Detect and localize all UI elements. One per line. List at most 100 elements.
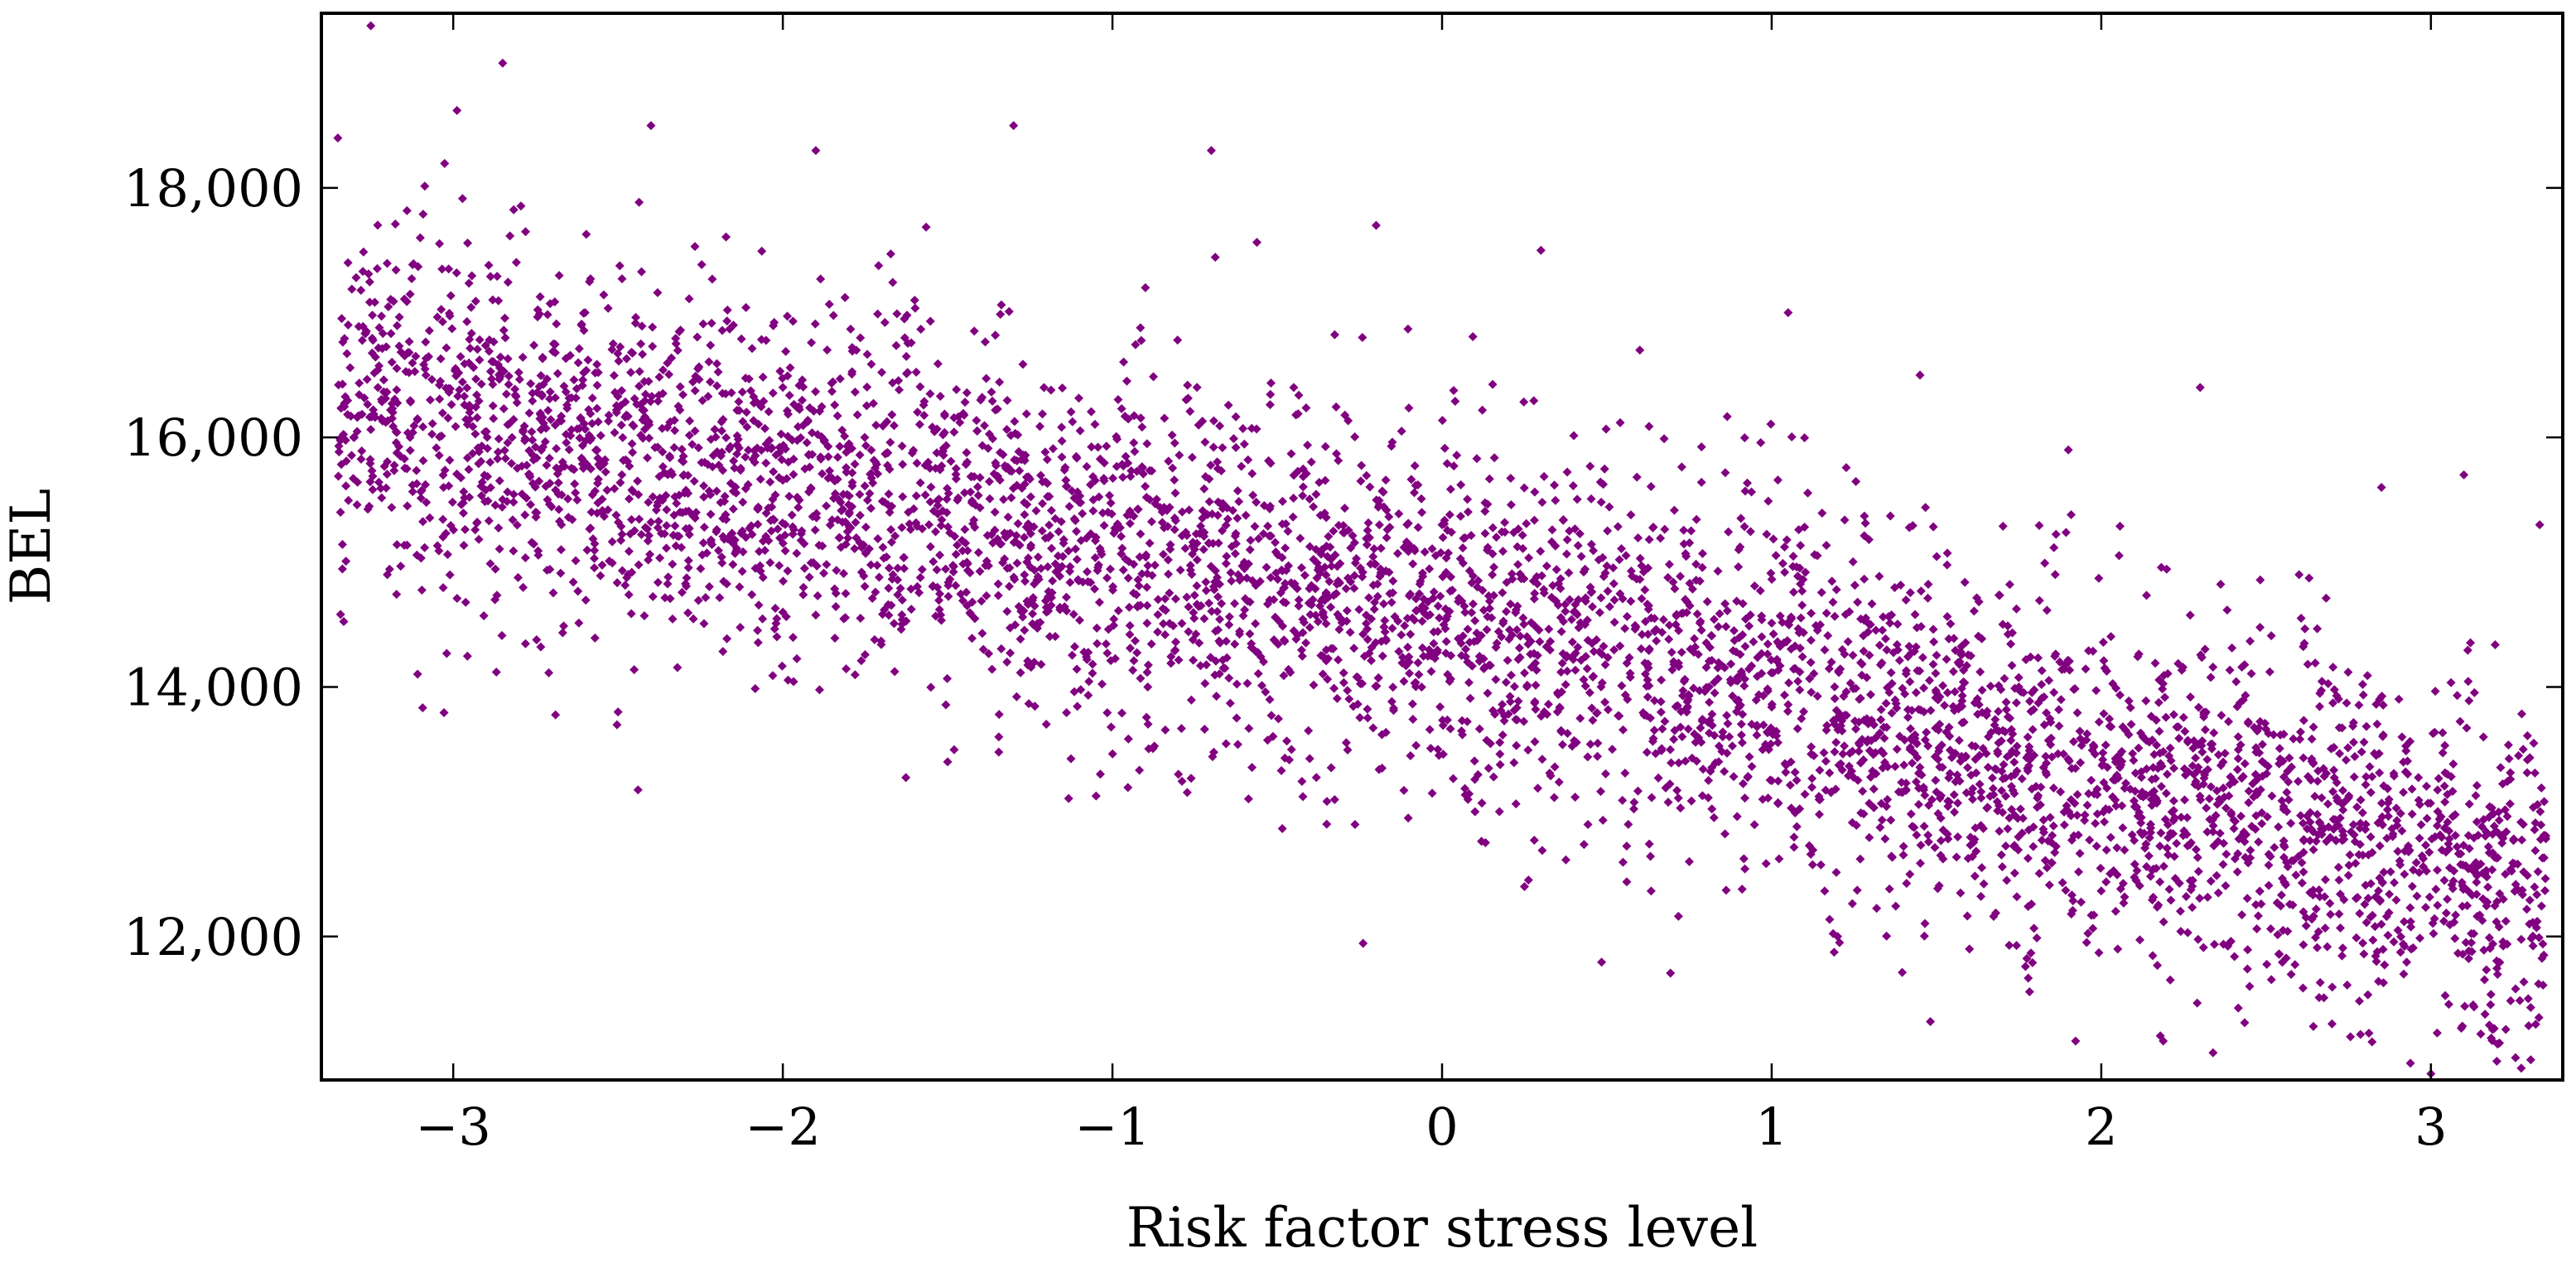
data-point [466,302,476,312]
data-point [1243,455,1253,465]
data-point [2037,666,2047,676]
data-point [418,210,428,219]
data-point [2172,838,2182,848]
data-point [587,393,597,403]
data-point [2267,791,2277,801]
data-point [2204,793,2214,803]
data-point [554,504,564,514]
data-point [2525,919,2535,929]
data-point [2357,679,2367,689]
data-point [1123,783,1133,793]
data-point [1298,628,1308,638]
data-point [2151,716,2161,726]
data-point [2214,794,2224,804]
data-point [1213,606,1223,616]
data-point [2489,822,2499,832]
data-point [912,458,922,468]
data-point [1191,629,1201,639]
data-point [1855,694,1864,704]
data-point [472,345,482,354]
data-point [1024,699,1034,709]
data-point [1170,516,1180,526]
data-point [493,454,503,464]
data-point [1687,753,1697,763]
data-point [1739,522,1749,532]
data-point [2051,529,2061,539]
data-point [1397,653,1407,663]
data-point [1690,634,1700,644]
data-point [1918,653,1927,663]
data-point [1598,552,1608,562]
data-point [527,427,537,436]
data-point [1143,660,1153,670]
data-point [837,506,847,516]
data-point [1878,612,1888,622]
data-point [2469,687,2479,697]
data-point [1828,597,1838,607]
data-point [993,591,1003,600]
data-point [1763,793,1773,803]
data-point [2328,787,2338,797]
data-point [1949,634,1959,644]
data-point [359,247,369,257]
data-point [1403,324,1413,334]
data-point [903,368,913,378]
data-point [1726,659,1736,669]
data-point [1847,899,1857,909]
data-point [2193,740,2203,750]
data-point [2375,841,2385,851]
data-point [1801,567,1811,577]
data-point [949,427,959,437]
data-point [2064,756,2074,766]
data-point [2050,847,2060,857]
data-point [1182,530,1192,540]
data-point [926,682,936,692]
data-point [1653,773,1663,783]
data-point [2055,657,2065,667]
data-point [2135,807,2144,817]
data-point [1643,563,1653,573]
data-point [1512,740,1522,750]
data-point [2472,817,2482,827]
data-point [1131,636,1141,646]
data-point [1887,851,1897,861]
data-point [1701,663,1711,672]
data-point [728,560,738,570]
data-point [1788,587,1798,597]
data-point [1201,586,1211,595]
data-point [2307,756,2317,766]
data-point [1695,576,1705,586]
data-point [1346,576,1356,586]
data-point [2024,761,2034,771]
data-point [2328,814,2338,824]
data-point [1117,403,1126,413]
data-point [596,431,605,441]
data-point [772,632,782,642]
data-point [1464,566,1474,576]
data-point [1189,614,1199,624]
data-point [1340,504,1350,513]
data-point [1996,736,2006,746]
data-point [610,484,620,494]
data-point [765,477,775,487]
data-point [463,238,473,248]
data-point [2449,866,2459,876]
data-point [1406,475,1416,484]
data-point [1376,543,1386,553]
data-point [1044,491,1054,501]
data-point [1158,549,1168,559]
data-point [357,446,367,456]
data-point [1562,666,1572,676]
data-point [1585,687,1594,697]
data-point [2414,773,2424,783]
data-point [1297,651,1307,661]
data-point [2073,830,2083,840]
data-point [1846,766,1856,776]
data-point [347,284,357,294]
data-point [769,317,779,327]
data-point [675,405,685,415]
data-point [1970,871,1980,881]
data-point [465,335,475,345]
data-point [1600,568,1610,578]
data-point [550,340,560,349]
